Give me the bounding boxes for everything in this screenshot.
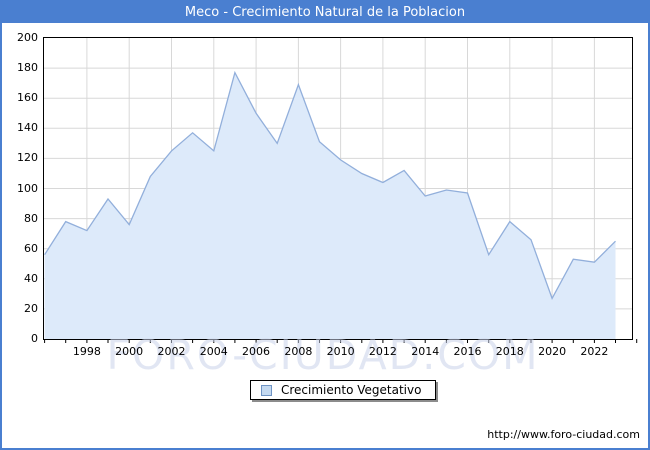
area-fill — [44, 72, 616, 339]
x-tick-label: 2012 — [368, 345, 397, 358]
legend-box: Crecimiento Vegetativo — [250, 380, 437, 400]
x-tick-label: 2018 — [495, 345, 524, 358]
axis-ticks — [44, 339, 638, 343]
x-tick-label: 2010 — [326, 345, 355, 358]
x-tick-label: 2006 — [242, 345, 271, 358]
x-tick-label: 1998 — [72, 345, 101, 358]
y-tick-label: 0 — [31, 332, 38, 345]
y-tick-label: 200 — [17, 31, 38, 44]
y-tick-label: 100 — [17, 181, 38, 195]
y-tick-label: 120 — [17, 151, 38, 165]
y-tick-label: 60 — [24, 241, 38, 255]
title-bar: Meco - Crecimiento Natural de la Poblaci… — [2, 2, 648, 23]
x-tick-label: 2022 — [580, 345, 609, 358]
x-tick-label: 2020 — [538, 345, 567, 358]
plot-area — [43, 37, 638, 343]
y-tick-label: 140 — [17, 121, 38, 135]
chart-title: Meco - Crecimiento Natural de la Poblaci… — [184, 5, 466, 20]
x-tick-label: 2008 — [284, 345, 313, 358]
x-tick-label: 2016 — [453, 345, 482, 358]
legend-swatch-icon — [261, 384, 272, 396]
series-line — [44, 70, 616, 300]
y-tick-label: 80 — [24, 211, 38, 225]
y-tick-label: 180 — [17, 61, 38, 75]
x-tick-label: 2014 — [411, 345, 440, 358]
area-chart-svg — [44, 38, 638, 343]
y-tick-label: 20 — [24, 301, 38, 315]
x-tick-label: 2002 — [157, 345, 186, 358]
x-tick-label: 2004 — [199, 345, 228, 358]
footer-url: http://www.foro-ciudad.com — [487, 428, 640, 441]
watermark-text: FORO-CIUDAD.COM — [106, 331, 540, 379]
y-tick-label: 40 — [24, 271, 38, 285]
legend-label: Crecimiento Vegetativo — [281, 383, 422, 397]
y-tick-label: 160 — [17, 91, 38, 105]
x-tick-label: 2000 — [115, 345, 144, 358]
